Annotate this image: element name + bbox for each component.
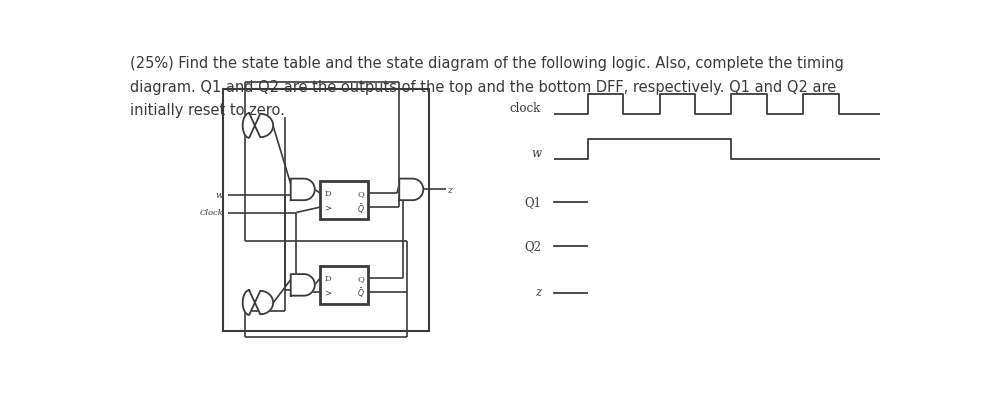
Text: diagram. Q1 and Q2 are the outputs of the top and the bottom DFF, respectively. : diagram. Q1 and Q2 are the outputs of th…	[130, 79, 836, 94]
Text: Clock: Clock	[200, 209, 223, 217]
Text: Q: Q	[357, 190, 364, 198]
Text: z: z	[447, 185, 452, 194]
Text: D: D	[324, 190, 331, 198]
Polygon shape	[291, 179, 315, 201]
Bar	[223, 90, 429, 331]
Text: clock: clock	[509, 102, 541, 115]
Text: z: z	[535, 286, 541, 298]
Polygon shape	[242, 290, 273, 315]
Text: w: w	[215, 191, 223, 200]
Text: >: >	[324, 288, 331, 296]
Text: Q2: Q2	[524, 239, 541, 252]
Bar	[320, 181, 368, 220]
Text: w: w	[531, 147, 541, 160]
Text: $\bar{Q}$: $\bar{Q}$	[356, 286, 364, 300]
Text: initially reset to zero.: initially reset to zero.	[130, 102, 285, 117]
Text: D: D	[324, 274, 331, 282]
Text: >: >	[324, 203, 331, 212]
Text: Q1: Q1	[524, 196, 541, 209]
Text: (25%) Find the state table and the state diagram of the following logic. Also, c: (25%) Find the state table and the state…	[130, 56, 844, 71]
Text: Q: Q	[357, 274, 364, 282]
Polygon shape	[399, 179, 423, 201]
Polygon shape	[242, 114, 273, 139]
Text: $\bar{Q}$: $\bar{Q}$	[356, 202, 364, 215]
Bar	[320, 266, 368, 305]
Polygon shape	[291, 275, 315, 296]
